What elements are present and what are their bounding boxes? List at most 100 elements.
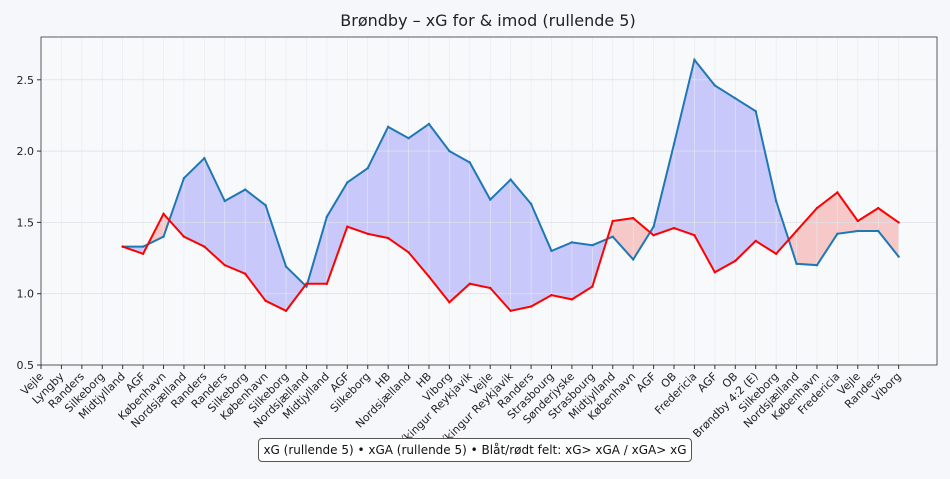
xg-point: [284, 265, 288, 268]
xga-point: [141, 252, 145, 255]
xg-point: [713, 84, 717, 87]
fill-region: [408, 123, 429, 277]
xg-point: [366, 167, 369, 170]
xga-point: [305, 282, 308, 285]
xg-point: [591, 244, 594, 247]
xg-point: [570, 241, 574, 244]
xg-point: [529, 202, 533, 206]
xg-point: [734, 97, 737, 100]
xga-point: [529, 305, 533, 308]
xg-point: [407, 137, 410, 140]
fill-region: [347, 168, 368, 234]
xga-point: [284, 309, 288, 313]
xga-point: [877, 206, 880, 210]
xga-point: [652, 234, 655, 237]
fill-region: [816, 192, 838, 266]
y-tick-label: 2.5: [17, 74, 35, 87]
fill-region: [204, 158, 225, 266]
fill-region: [857, 208, 879, 231]
xga-point: [386, 236, 390, 240]
xga-point: [509, 309, 512, 313]
xg-point: [897, 255, 900, 258]
xg-point: [550, 249, 553, 253]
axes-frame: [40, 36, 938, 366]
fill-region: [674, 59, 695, 236]
xga-point: [897, 221, 900, 224]
xga-point: [693, 234, 696, 237]
xg-point: [672, 142, 676, 146]
xg-point: [774, 199, 778, 203]
xga-point: [734, 259, 737, 263]
xg-point: [795, 262, 798, 265]
y-tick-label: 0.5: [17, 359, 35, 372]
xg-point: [489, 198, 492, 201]
xg-point: [325, 215, 329, 218]
xga-point: [366, 232, 369, 235]
xg-point: [427, 122, 431, 126]
fill-region: [490, 179, 511, 311]
xg-point: [815, 263, 819, 267]
fill-region: [551, 242, 572, 300]
xg-point: [754, 109, 757, 113]
xga-point: [244, 272, 247, 275]
xg-point: [223, 199, 226, 203]
xga-point: [264, 299, 267, 303]
chart-title: Brøndby – xG for & imod (rullende 5): [340, 11, 635, 30]
y-tick-label: 1.5: [17, 216, 35, 229]
fill-region: [633, 218, 651, 260]
xg-point: [652, 225, 655, 228]
xga-point: [346, 225, 349, 228]
xga-point: [631, 216, 635, 220]
fill-region: [286, 266, 306, 311]
xga-point: [856, 219, 859, 223]
xga-point: [407, 251, 410, 254]
xga-point: [427, 275, 431, 278]
xga-point: [203, 245, 206, 248]
xga-point: [162, 212, 165, 216]
xga-point: [672, 226, 676, 230]
fill-region: [265, 205, 287, 311]
fill-region: [224, 189, 246, 274]
fill-region: [469, 162, 491, 288]
y-tick-label: 2.0: [17, 145, 35, 158]
xga-point: [223, 263, 226, 267]
xga-point: [713, 271, 717, 274]
xg-point: [346, 181, 349, 184]
xga-point: [325, 282, 329, 285]
xg-point: [693, 58, 696, 62]
fill-region: [837, 192, 858, 234]
fill-region: [735, 98, 756, 261]
fill-region: [531, 203, 552, 307]
xg-point: [203, 157, 206, 160]
xga-point: [815, 206, 819, 210]
xg-point: [856, 229, 859, 233]
xga-point: [836, 191, 839, 194]
xg-point: [244, 188, 247, 191]
xga-point: [591, 285, 594, 288]
fill-region: [388, 126, 409, 253]
fill-region: [183, 158, 205, 247]
x-tick-label: AGF: [695, 370, 720, 395]
xg-point: [877, 229, 880, 233]
xga-point: [550, 293, 553, 297]
x-tick-label: AGF: [634, 370, 659, 395]
xg-point: [611, 235, 614, 238]
y-tick-label: 1.0: [17, 288, 35, 301]
fill-region: [755, 111, 777, 254]
xg-point: [182, 176, 186, 180]
xg-point: [264, 204, 267, 207]
xga-point: [795, 229, 798, 233]
xg-point: [162, 235, 165, 238]
xga-point: [468, 282, 472, 285]
xg-point: [509, 178, 512, 181]
xga-point: [489, 286, 492, 290]
xga-point: [182, 235, 186, 238]
xg-point: [141, 245, 145, 248]
chart-legend: xG (rullende 5) • xGA (rullende 5) • Blå…: [258, 438, 692, 462]
xga-point: [774, 252, 778, 255]
xg-point: [448, 149, 451, 153]
fill-region: [612, 218, 634, 260]
xga-point: [121, 245, 124, 248]
fill-region: [878, 208, 899, 257]
